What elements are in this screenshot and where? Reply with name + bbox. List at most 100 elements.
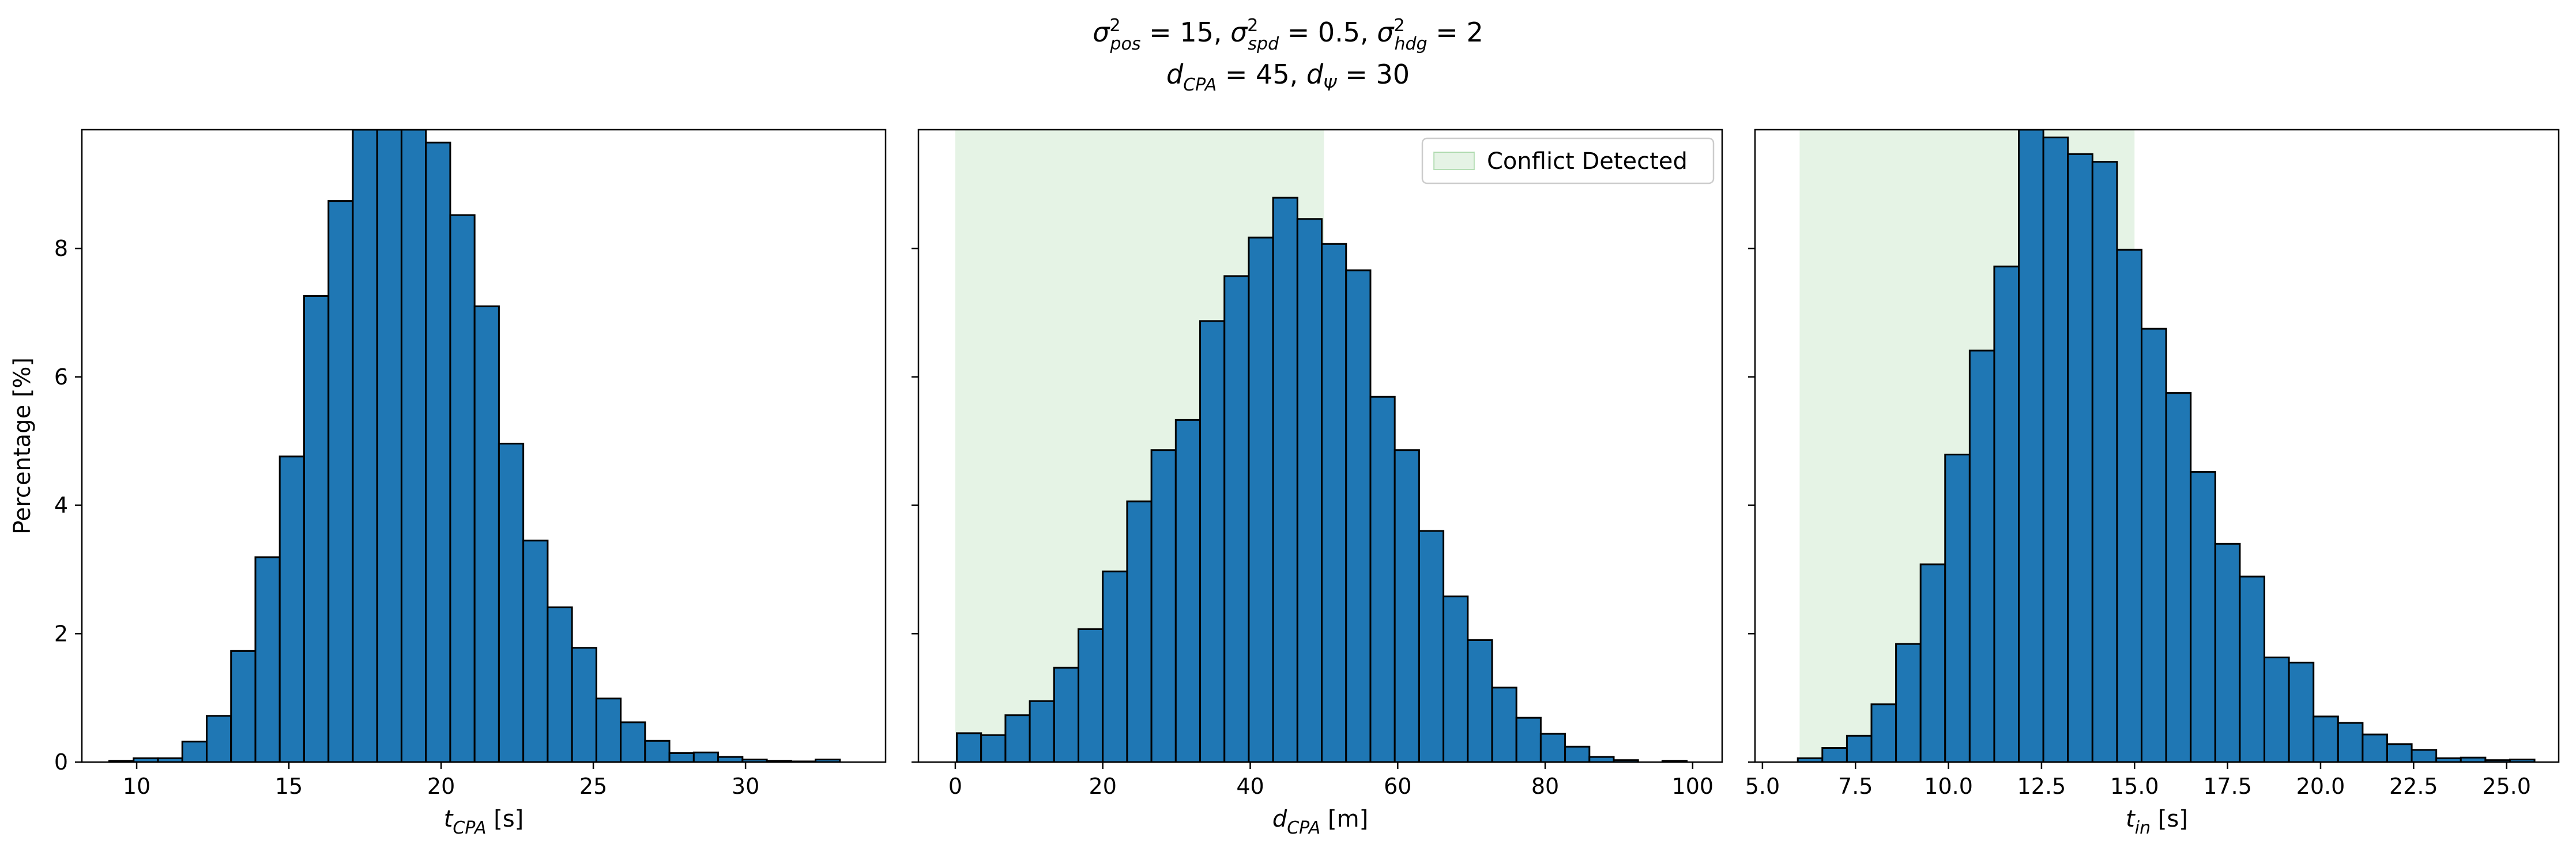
histogram-bar (595, 698, 622, 762)
histogram-bar (2288, 661, 2315, 762)
x-tick-label: 12.5 (2017, 774, 2066, 799)
x-tick-label: 15.0 (2110, 774, 2159, 799)
axes-frame (1754, 129, 2560, 763)
histogram-bar (1296, 218, 1323, 762)
x-tick-label: 40 (1236, 774, 1264, 799)
histogram-bar (1394, 449, 1420, 762)
histogram-bar (1968, 349, 1995, 762)
histogram-bar (254, 556, 281, 762)
histogram-bar (1944, 454, 1971, 762)
x-tick-label: 30 (732, 774, 759, 799)
histogram-bar (1078, 628, 1104, 762)
histogram-bar (400, 130, 427, 762)
x-tick-label: 5.0 (1745, 774, 1780, 799)
x-tick-label: 10 (123, 774, 150, 799)
histogram-bar (449, 214, 476, 762)
histogram-bar (1223, 275, 1250, 762)
suptitle-line-2: dCPA = 45, dΨ = 30 (1166, 59, 1410, 95)
x-axis-label: tin [s] (2126, 806, 2188, 838)
x-axis-label: tCPA [s] (444, 806, 524, 838)
histogram-bar (1102, 570, 1128, 762)
legend-swatch (1433, 152, 1475, 170)
histogram-bar (1126, 500, 1153, 762)
histogram-bar (1821, 747, 1848, 762)
histogram-bar (473, 305, 500, 762)
histogram-bar (1443, 595, 1469, 762)
histogram-bar (2067, 153, 2093, 762)
x-tick-label: 20 (427, 774, 455, 799)
histogram-bar (2091, 161, 2118, 762)
histogram-bar (352, 130, 378, 762)
histogram-bar (278, 455, 305, 762)
histogram-bar (303, 295, 330, 762)
x-tick-label: 20 (1089, 774, 1117, 799)
histogram-bar (2313, 715, 2339, 762)
histogram-bar (1895, 643, 1922, 762)
histogram-bar (1846, 734, 1873, 762)
histogram-bar (1199, 320, 1226, 762)
histogram-bar (181, 740, 208, 762)
histogram-bar (2018, 130, 2044, 762)
histogram-bar (2239, 575, 2266, 762)
axes-frame (81, 129, 887, 763)
histogram-bar (1369, 395, 1396, 762)
histogram-bar (571, 647, 597, 762)
figure-suptitle: σ2 pos = 15, σ2 spd = 0.5, σ2 hdg = 2 dCPA =… (1093, 16, 1483, 95)
histogram-bar (1919, 563, 1946, 762)
x-tick-label: 80 (1531, 774, 1559, 799)
histogram-bar (620, 721, 646, 762)
y-axis-label: Percentage [%] (9, 357, 36, 534)
histogram-bar (1467, 639, 1493, 762)
histogram-bar (1150, 449, 1177, 762)
x-tick-label: 0 (948, 774, 962, 799)
histogram-bar (1053, 666, 1080, 762)
histogram-bar (2386, 743, 2413, 762)
histogram-bar (956, 732, 982, 762)
panel-d-cpa-histogram: 0 20 40 60 80 100 dCPA [m] Conflict Detected (912, 129, 1723, 838)
legend-frame (1421, 137, 1715, 184)
x-tick-label: 7.5 (1838, 774, 1873, 799)
histogram-bar (692, 751, 720, 762)
panel-t-cpa-histogram: 10 15 20 25 30 0 2 4 6 8 tCPA [s] Percentage [%] (9, 129, 887, 838)
x-tick-label: 15 (275, 774, 303, 799)
y-tick-label: 0 (54, 749, 68, 775)
histogram-bar (498, 443, 525, 762)
histogram-bar (1248, 236, 1274, 762)
histogram-bar (425, 141, 451, 762)
panel-t-in-histogram: 5.0 7.5 10.0 12.5 15.0 17.5 20.0 22.5 25.0 tin [s… (1745, 129, 2560, 838)
y-tick-label: 8 (54, 236, 68, 261)
histogram-bar (2337, 722, 2364, 762)
histogram-bar (230, 650, 257, 762)
x-tick-label: 60 (1384, 774, 1411, 799)
x-axis-label: dCPA [m] (1272, 806, 1368, 838)
x-tick-label: 22.5 (2389, 774, 2438, 799)
histogram-bar (2362, 733, 2388, 762)
histogram-bar (2214, 542, 2241, 762)
histogram-bar (1272, 197, 1298, 762)
histogram-bar (1321, 243, 1347, 762)
histogram-bar (2042, 136, 2069, 762)
histogram-bar (644, 740, 671, 762)
x-tick-label: 25 (579, 774, 607, 799)
histogram-bar (1174, 419, 1202, 762)
histogram-bar (980, 734, 1007, 762)
legend-entry-label: Conflict Detected (1487, 148, 1688, 175)
histogram-bar (327, 200, 354, 762)
x-tick-label: 100 (1672, 774, 1714, 799)
histogram-bar (1418, 530, 1445, 762)
histogram-bar (1491, 687, 1517, 762)
plot-area (1797, 130, 2536, 762)
histogram-bar (1588, 756, 1615, 762)
x-tick-label: 20.0 (2296, 774, 2345, 799)
histogram-bar (2141, 327, 2167, 762)
x-tick-label: 17.5 (2203, 774, 2252, 799)
histogram-bar (1870, 703, 1897, 762)
histogram-bar (376, 130, 402, 762)
histogram-bar (1004, 714, 1031, 762)
legend: Conflict Detected (1421, 137, 1715, 184)
y-tick-label: 4 (54, 493, 68, 518)
histogram-bar (1613, 759, 1639, 762)
histogram-bar (2165, 392, 2192, 762)
y-tick-label: 2 (54, 621, 68, 646)
